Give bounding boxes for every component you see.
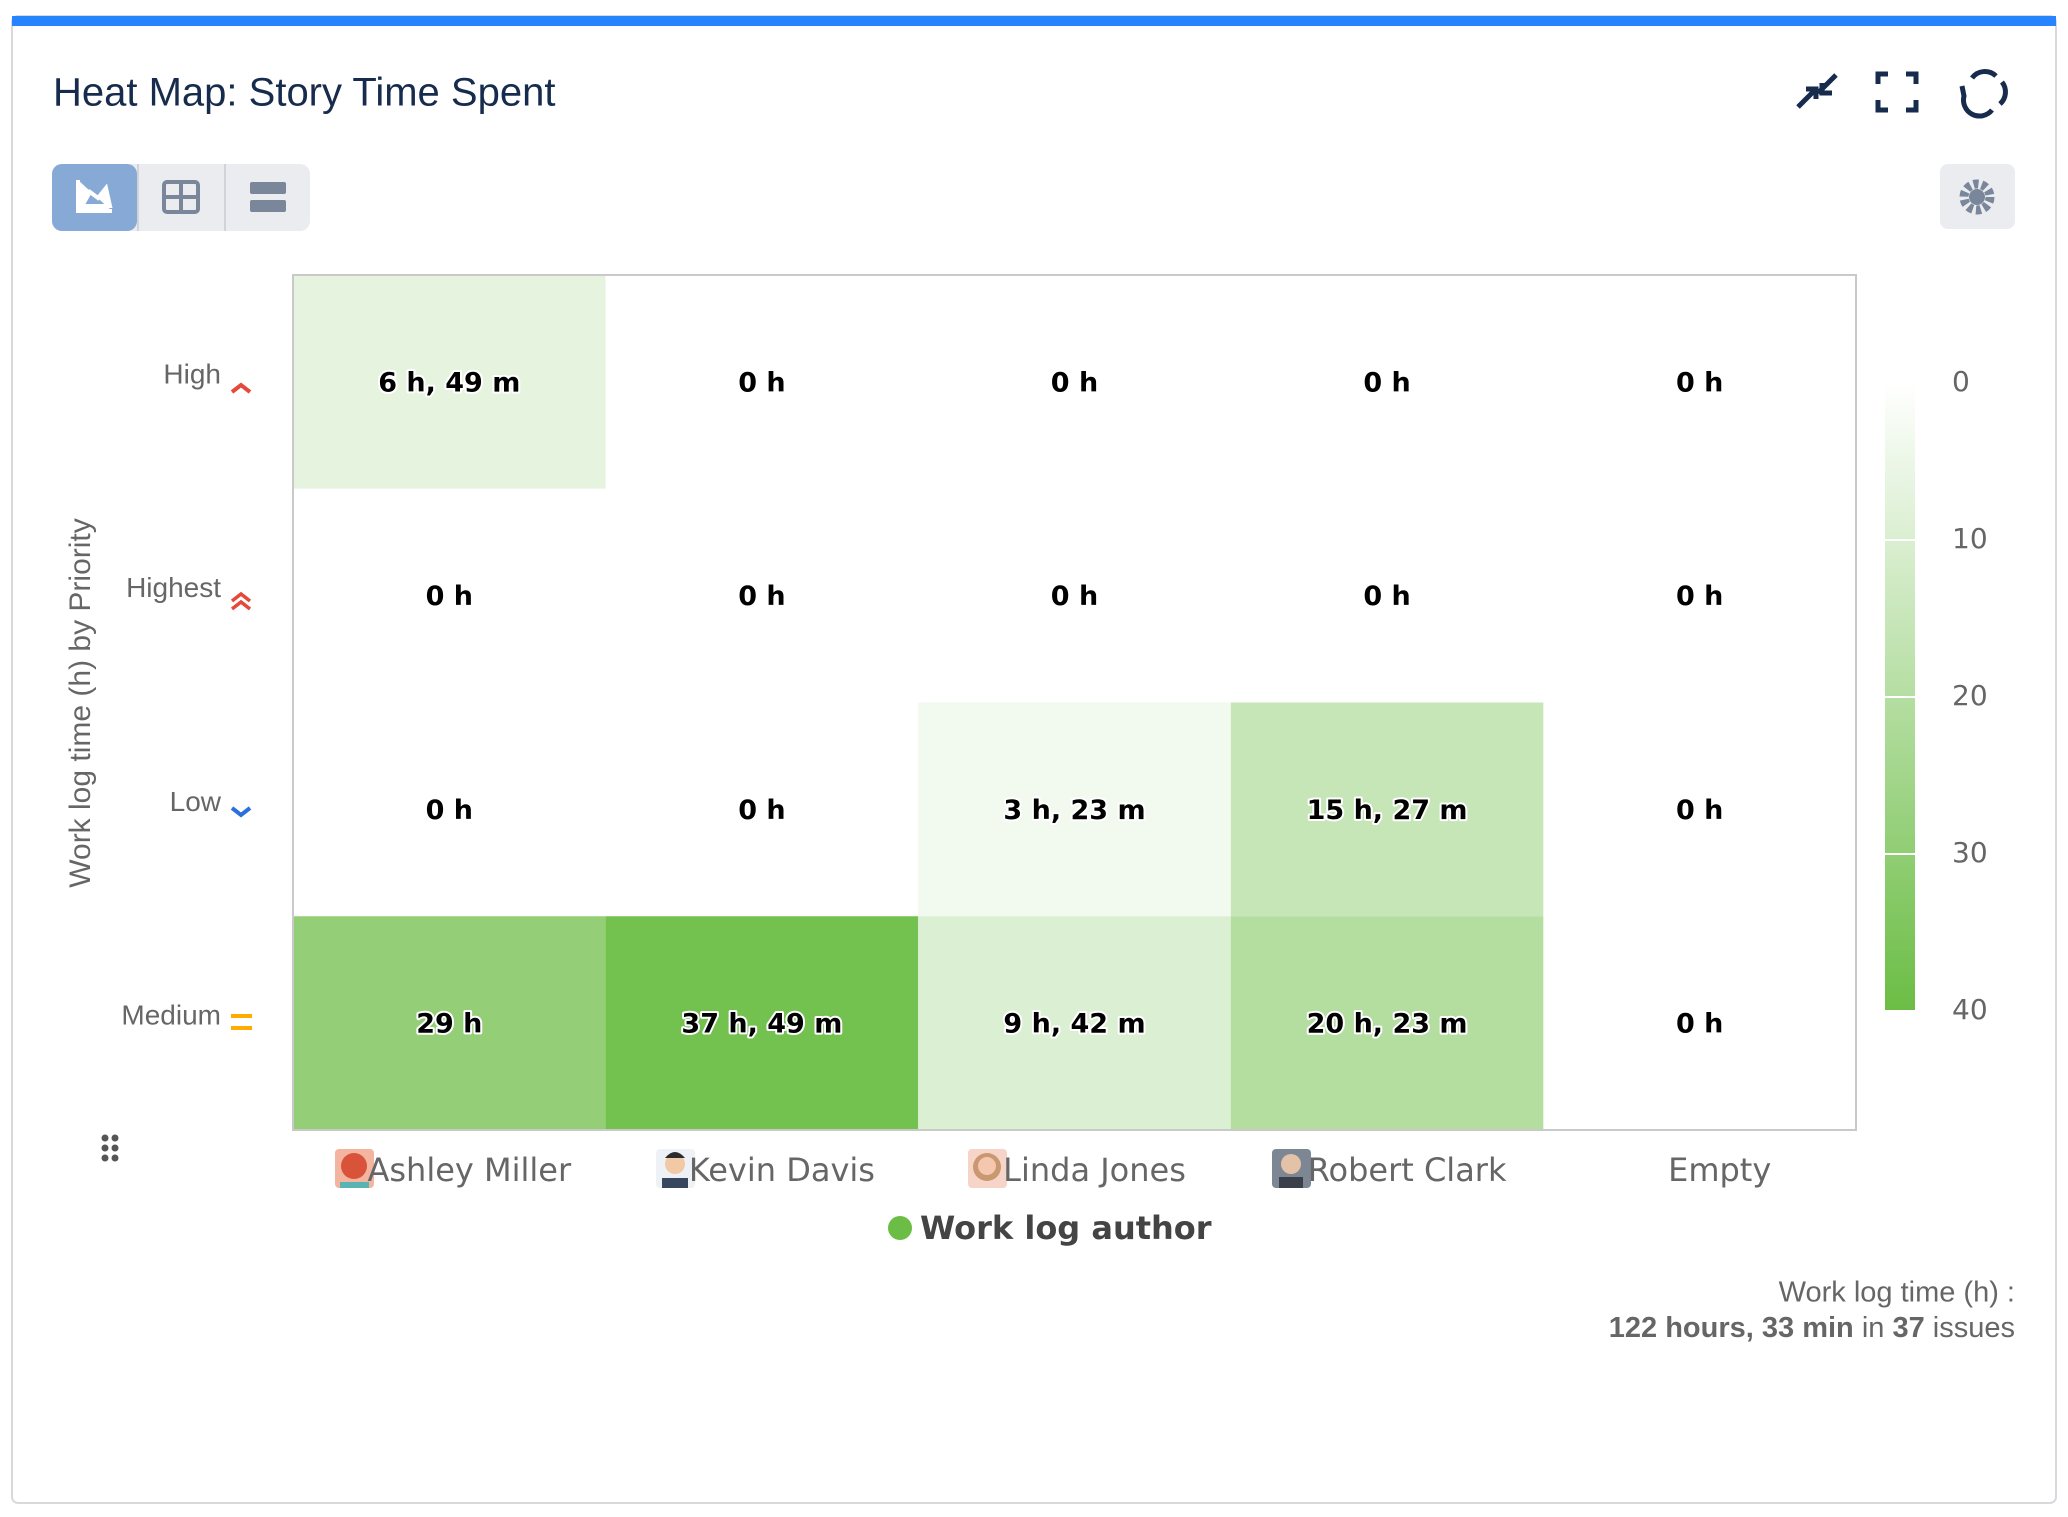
priority-icon [231, 1014, 252, 1030]
x-tick-label: Empty [1668, 1151, 1771, 1189]
list-view-icon [250, 200, 286, 212]
x-tick-label: Ashley Miller [367, 1151, 572, 1189]
heat-cell [1230, 916, 1544, 1130]
y-tick-label: Medium [121, 1000, 221, 1031]
cell-label: 37 h, 49 m [681, 1009, 842, 1040]
avatar [1272, 1149, 1311, 1188]
avatar [968, 1149, 1007, 1188]
avatar [656, 1149, 695, 1188]
heat-cell [293, 702, 606, 917]
list-view-button[interactable] [250, 182, 286, 194]
fullscreen-button[interactable] [1875, 71, 1919, 113]
cell-label: 15 h, 27 m [1307, 795, 1468, 826]
legend-marker [888, 1216, 912, 1240]
heat-cell [918, 916, 1231, 1130]
heat-cell [293, 275, 606, 489]
cell-label: 9 h, 42 m [1003, 1009, 1145, 1040]
cell-label: 29 h [416, 1009, 482, 1040]
footer-joiner: in [1862, 1312, 1885, 1344]
color-scale-label: 30 [1952, 836, 1988, 869]
cell-label: 0 h [1051, 367, 1098, 398]
priority-icon [230, 806, 252, 818]
heat-cell [605, 488, 919, 703]
heat-cell [293, 916, 606, 1130]
y-axis-title: Work log time (h) by Priority [64, 518, 97, 888]
drag-handle[interactable] [101, 1134, 119, 1162]
heat-cell [1230, 488, 1544, 703]
color-scale-label: 10 [1952, 522, 1988, 555]
cell-label: 0 h [1676, 367, 1723, 398]
heat-cell [605, 916, 919, 1130]
heat-cell [1230, 275, 1544, 489]
cell-label: 0 h [1676, 581, 1723, 612]
footer-total: 122 hours, 33 min [1609, 1312, 1854, 1344]
cell-label: 0 h [1676, 795, 1723, 826]
cell-label: 0 h [426, 795, 473, 826]
cell-label: 0 h [1363, 581, 1410, 612]
plot-border [292, 274, 1857, 1131]
footer-count: 37 [1892, 1312, 1924, 1344]
cell-label: 0 h [1676, 1009, 1723, 1040]
cell-label: 0 h [1051, 581, 1098, 612]
table-view-icon [164, 182, 198, 212]
footer-unit: issues [1933, 1312, 2015, 1344]
x-tick-label: Kevin Davis [689, 1151, 875, 1189]
cell-label: 3 h, 23 m [1003, 795, 1145, 826]
cell-label: 0 h [1363, 367, 1410, 398]
cell-label: 0 h [738, 367, 785, 398]
x-tick-label: Robert Clark [1308, 1151, 1507, 1189]
widget-title: Heat Map: Story Time Spent [53, 71, 555, 115]
avatar [335, 1149, 374, 1188]
x-tick-label: Linda Jones [1003, 1151, 1186, 1189]
cell-label: 0 h [426, 581, 473, 612]
y-tick-label: Low [170, 786, 222, 817]
color-scale-label: 20 [1952, 679, 1988, 712]
heat-cell [1543, 916, 1856, 1130]
heat-cell [605, 275, 919, 489]
cell-label: 20 h, 23 m [1307, 1009, 1468, 1040]
legend-label: Work log author [920, 1209, 1212, 1247]
chart-view-icon [76, 180, 113, 213]
card-top-bar [12, 16, 2056, 26]
settings-icon [1959, 179, 1995, 215]
heat-cell [918, 702, 1231, 917]
color-scale-label: 0 [1952, 365, 1970, 398]
collapse-button[interactable] [1796, 73, 1838, 109]
heat-cell [1543, 488, 1856, 703]
y-tick-label: High [163, 358, 221, 389]
refresh-button[interactable] [1959, 69, 2008, 119]
footer-summary: 122 hours, 33 min in 37 issues [1609, 1312, 2015, 1344]
priority-icon [230, 382, 252, 394]
cell-label: 0 h [738, 795, 785, 826]
priority-icon [230, 591, 252, 611]
heat-cell [1543, 275, 1856, 489]
heat-cell [605, 702, 919, 917]
heat-cell [918, 488, 1231, 703]
heat-cell [1543, 702, 1856, 917]
cell-label: 0 h [738, 581, 785, 612]
heat-cell [918, 275, 1231, 489]
y-tick-label: Highest [126, 572, 221, 603]
heat-cell [1230, 702, 1544, 917]
heat-cell [293, 488, 606, 703]
cell-label: 6 h, 49 m [378, 367, 520, 398]
footer-label: Work log time (h) : [1779, 1277, 2015, 1309]
color-scale-label: 40 [1952, 993, 1988, 1026]
settings-icon [1969, 189, 1985, 205]
